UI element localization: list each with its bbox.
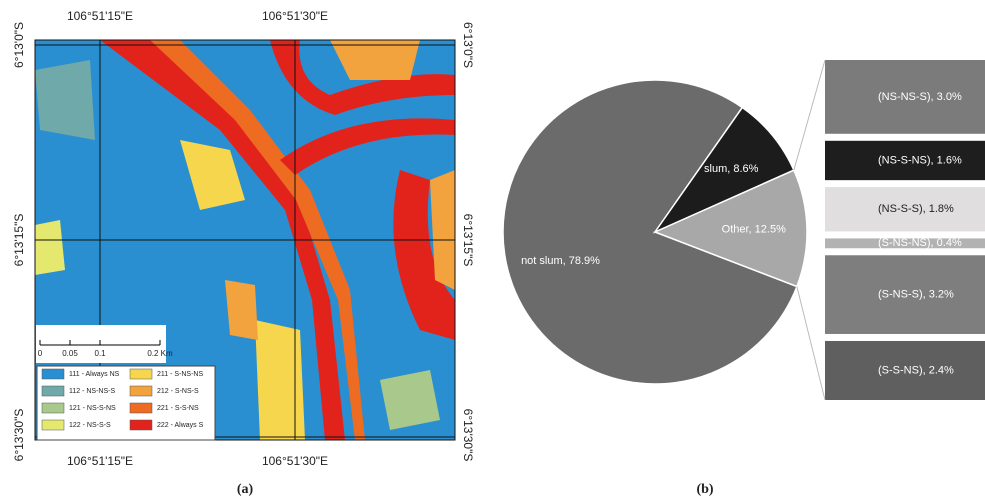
coord-label: 6°13'0"S	[12, 22, 26, 68]
map-region	[35, 220, 65, 275]
legend-swatch	[42, 420, 64, 430]
coord-label: 106°51'30"E	[262, 454, 328, 468]
slice-label: not slum, 78.9%	[521, 255, 600, 267]
legend-swatch	[42, 403, 64, 413]
legend-label: 111 - Always NS	[69, 371, 120, 378]
legend-label: 221 - S-S-NS	[157, 405, 199, 412]
legend-swatch	[130, 386, 152, 396]
pie-chart: not slum, 78.9% slum, 8.6% Other, 12.5% (NS…	[503, 60, 985, 400]
breakdown-label: (NS-NS-S), 3.0%	[878, 91, 962, 103]
coord-label: 6°13'30"S	[12, 409, 26, 462]
legend-swatch	[42, 386, 64, 396]
legend-swatch	[130, 403, 152, 413]
breakdown-label: (S-NS-S), 3.2%	[878, 289, 954, 301]
connector	[794, 60, 825, 170]
scale-label: 0.2 Km	[147, 349, 173, 358]
caption: (a)	[237, 482, 254, 497]
map-region	[255, 320, 305, 440]
map-region	[35, 60, 95, 140]
coord-label: 6°13'15"S	[12, 214, 26, 267]
legend-label: 211 - S-NS-NS	[157, 371, 203, 378]
legend-label: 212 - S-NS-S	[157, 388, 199, 395]
legend-label: 222 - Always S	[157, 422, 204, 429]
connector	[797, 286, 825, 400]
coord-label: 106°51'30"E	[262, 9, 328, 23]
breakdown-label: (S-NS-NS), 0.4%	[878, 237, 962, 249]
legend-swatch	[42, 369, 64, 379]
legend-swatch	[130, 420, 152, 430]
legend-label: 122 - NS-S-S	[69, 422, 111, 429]
legend-label: 112 - NS-NS-S	[69, 388, 115, 395]
map: 0 0.05 0.1 0.2 Km 111 - Always NS 112 - NS-NS…	[35, 40, 455, 440]
breakdown-label: (NS-S-S), 1.8%	[878, 203, 954, 215]
slice-label: Other, 12.5%	[722, 223, 786, 235]
coord-label: 106°51'15"E	[67, 9, 133, 23]
coord-label: 6°13'0"S	[461, 22, 475, 68]
coord-label: 106°51'15"E	[67, 454, 133, 468]
scale-label: 0.1	[94, 349, 106, 358]
slice-label: slum, 8.6%	[704, 163, 759, 175]
caption: (b)	[696, 482, 713, 497]
legend-label: 121 - NS-S-NS	[69, 405, 116, 412]
map-region	[380, 370, 440, 430]
legend-swatch	[130, 369, 152, 379]
scale-label: 0.05	[62, 349, 78, 358]
coord-label: 6°13'30"S	[461, 409, 475, 462]
figure: 0 0.05 0.1 0.2 Km 111 - Always NS 112 - NS-NS…	[0, 0, 985, 501]
map-region	[225, 280, 258, 340]
breakdown-label: (NS-S-NS), 1.6%	[878, 154, 962, 166]
scale-label: 0	[38, 349, 43, 358]
coord-label: 6°13'15"S	[461, 214, 475, 267]
breakdown-label: (S-S-NS), 2.4%	[878, 364, 954, 376]
